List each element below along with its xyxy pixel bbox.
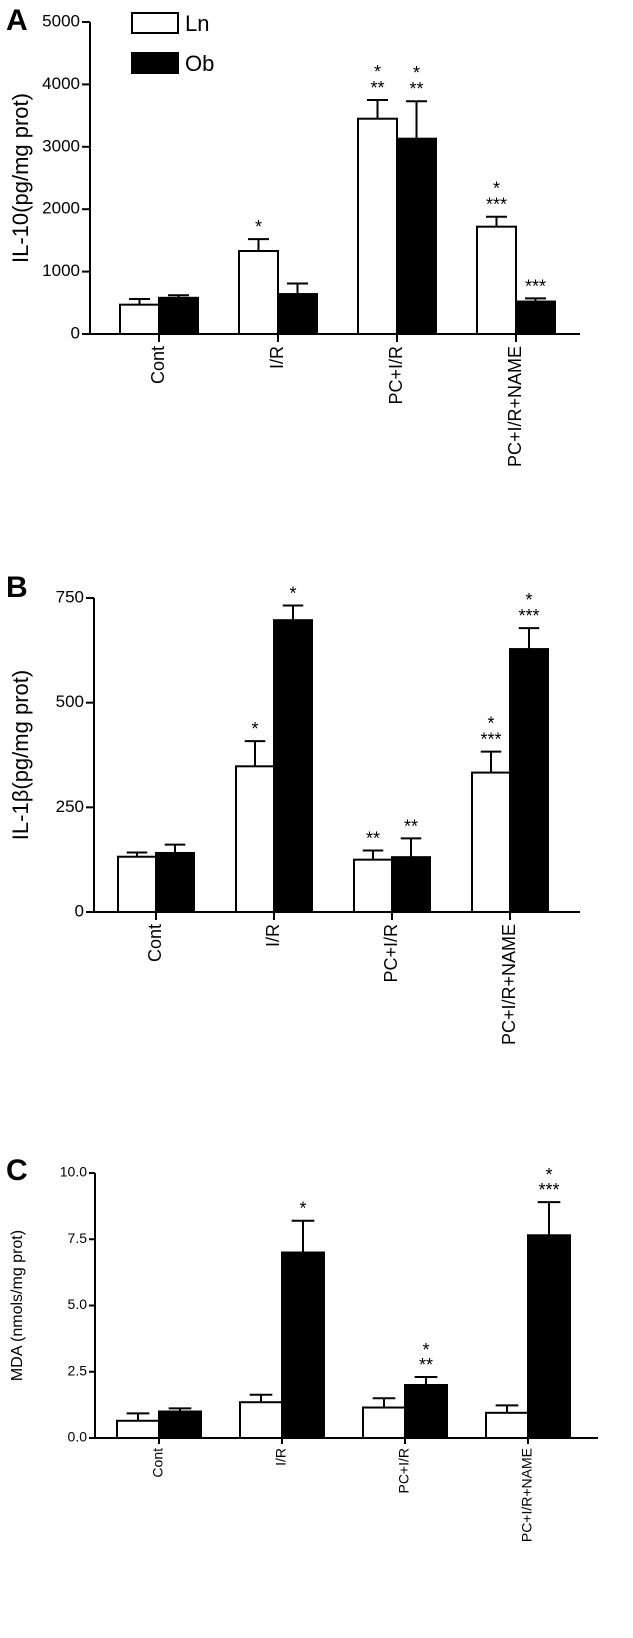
bar-ob-4 [509,648,549,913]
significance-label: ** [366,828,380,848]
y-tick-label: 500 [56,692,84,711]
legend: Ln Ob [131,11,214,76]
legend-swatch-ln [131,12,179,34]
chart-panel-a: A 0 1000 2000 3000 4000 5000 IL-10(pg/mg prot) C… [6,4,580,467]
y-axis-title: MDA (nmols/mg prot) [9,1230,26,1381]
significance-label: ** [419,1355,433,1375]
bar-ob-4 [527,1234,571,1440]
y-axis-title: IL-10(pg/mg prot) [8,93,33,263]
bar-ln-1 [117,855,157,914]
x-category-label: PC+I/R+NAME [505,346,525,467]
y-tick-label: 5000 [42,11,80,30]
x-category-label: PC+I/R [381,924,401,983]
y-axis-title: IL-1β(pg/mg prot) [8,670,33,840]
y-tick-label: 2000 [42,199,80,218]
significance-label: *** [480,730,501,750]
significance-label: ** [409,79,423,99]
y-tick-label: 5.0 [68,1296,88,1312]
x-category-label: Cont [148,346,168,384]
bar-ln-2 [235,765,275,914]
significance-label: * [422,1340,429,1360]
x-category-label: PC+I/R [396,1448,412,1494]
significance-label: *** [525,276,546,296]
bar-ob-2 [281,1251,325,1439]
bar-ob-1 [158,1410,202,1439]
bar-ob-3 [396,137,437,335]
significance-label: * [413,63,420,83]
panel-letter: A [6,4,28,37]
significance-label: * [299,1199,306,1219]
bar-ob-3 [391,856,431,913]
significance-label: * [525,590,532,610]
y-tick-label: 1000 [42,261,80,280]
significance-label: * [255,217,262,237]
bar-ln-4 [471,771,511,913]
significance-label: * [251,719,258,739]
x-category-label: Cont [145,924,165,962]
x-category-label: PC+I/R+NAME [519,1448,535,1542]
bar-ob-2 [277,293,318,335]
y-tick-label: 750 [56,587,84,606]
significance-label: * [374,62,381,82]
significance-label: * [487,714,494,734]
significance-label: *** [538,1180,559,1200]
y-tick-label: 2.5 [68,1362,88,1378]
bar-ob-4 [515,300,556,335]
bar-ob-2 [273,619,313,913]
significance-label: ** [404,816,418,836]
bar-ob-3 [404,1384,448,1439]
bar-ln-1 [116,1419,160,1440]
bar-ob-1 [158,296,199,336]
significance-label: ** [370,78,384,98]
y-tick-label: 3000 [42,136,80,155]
significance-label: * [493,179,500,199]
x-category-label: PC+I/R+NAME [499,924,519,1045]
legend-label: Ln [185,11,209,36]
y-tick-label: 0 [71,323,80,342]
panel-letter: C [6,1154,28,1187]
legend-label: Ob [185,51,214,76]
y-tick-label: 4000 [42,74,80,93]
panel-letter: B [6,571,28,604]
bar-ln-4 [485,1411,529,1439]
bar-ln-3 [362,1406,406,1440]
bar-ln-3 [353,858,393,914]
y-tick-label: 7.5 [68,1230,88,1246]
chart-panel-c: C 0.0 2.5 5.0 7.5 10.0 MDA (nmols/mg prot) Cont… [6,1154,598,1542]
bar-ln-4 [476,225,517,335]
y-tick-label: 10.0 [60,1164,87,1180]
y-tick-label: 250 [56,797,84,816]
significance-label: * [545,1165,552,1185]
significance-label: * [289,584,296,604]
y-tick-label: 0.0 [68,1429,88,1445]
significance-label: *** [486,195,507,215]
bar-ln-2 [239,1401,283,1439]
legend-swatch-ob [131,52,179,74]
bar-ln-1 [119,303,160,335]
y-tick-label: 0 [75,901,84,920]
bar-ln-3 [357,117,398,335]
bar-ln-2 [238,250,279,335]
x-category-label: I/R [273,1448,289,1466]
significance-label: *** [518,606,539,626]
bar-ob-1 [155,851,195,914]
x-category-label: I/R [263,924,283,947]
x-category-label: Cont [150,1448,166,1478]
x-category-label: PC+I/R [386,346,406,405]
x-category-label: I/R [267,346,287,369]
